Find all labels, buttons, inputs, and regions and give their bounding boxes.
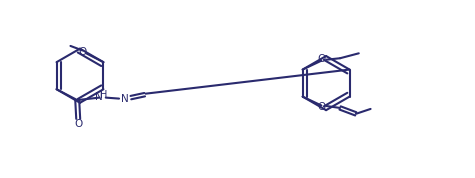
Text: O: O bbox=[74, 119, 82, 129]
Text: O: O bbox=[318, 54, 326, 64]
Text: N: N bbox=[121, 94, 129, 104]
Text: O: O bbox=[318, 102, 326, 112]
Text: H: H bbox=[100, 90, 107, 100]
Text: O: O bbox=[79, 47, 87, 57]
Text: N: N bbox=[95, 92, 103, 102]
